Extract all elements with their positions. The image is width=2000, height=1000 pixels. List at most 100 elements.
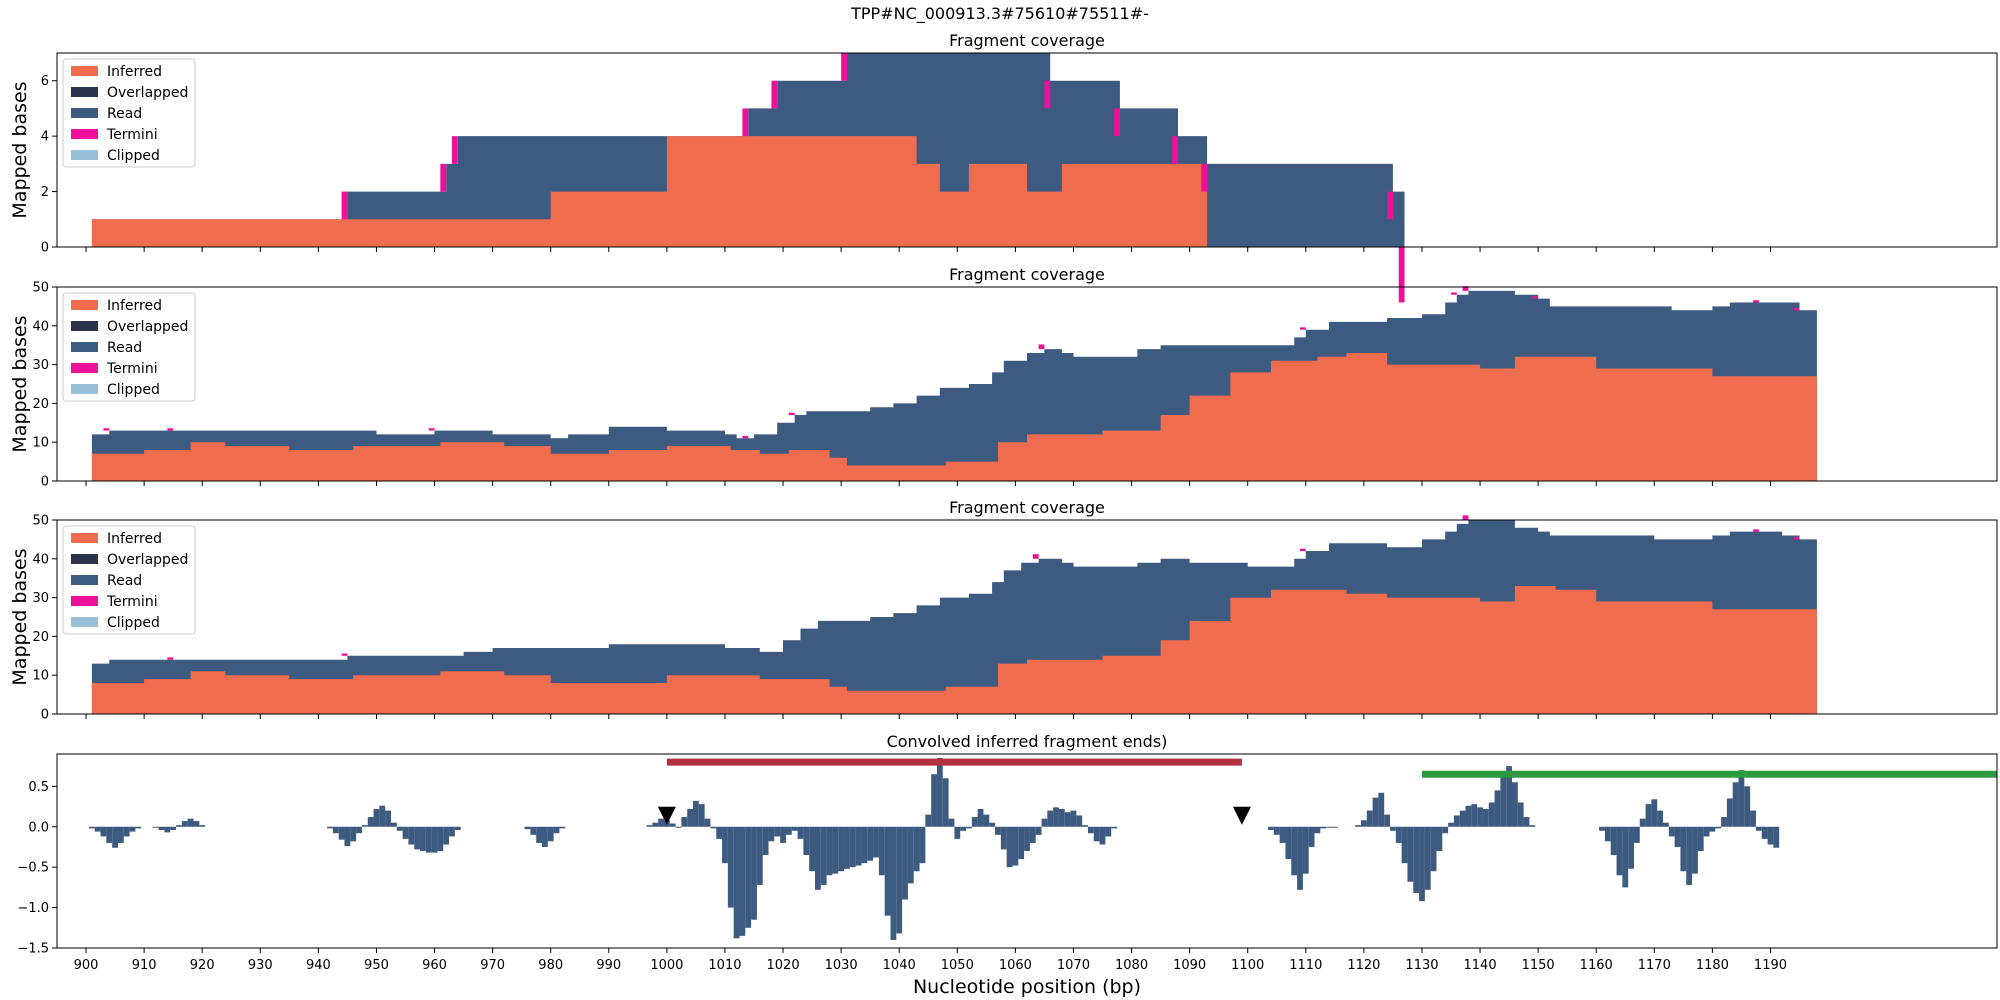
convolved-bar	[1320, 826, 1327, 829]
coverage-2-legend: Inferred Overlapped Read Termini Clipped	[62, 292, 196, 402]
y-tick-label: 0	[41, 241, 49, 256]
legend-label: Inferred	[107, 64, 162, 80]
convolved-bar	[152, 826, 159, 828]
termini-mark	[103, 428, 110, 431]
convolved-bar	[158, 826, 165, 830]
x-tick-label: 1070	[1057, 958, 1090, 973]
convolved-bar	[780, 826, 786, 843]
convolved-bar	[1692, 826, 1698, 874]
convolved-bar	[1721, 817, 1727, 827]
termini-mark	[341, 191, 348, 220]
convolved-bar	[948, 818, 955, 827]
convolved-bar	[1268, 826, 1274, 830]
convolved-bar	[977, 808, 984, 827]
x-tick-label: 900	[74, 958, 99, 973]
convolved-bar	[1326, 826, 1332, 828]
convolved-bar	[443, 826, 450, 845]
y-tick-label: 40	[32, 552, 49, 567]
y-tick-label: 10	[32, 436, 49, 451]
convolved-bar	[373, 808, 380, 827]
x-tick-label: 1120	[1347, 958, 1380, 973]
convolved-bar	[966, 826, 972, 829]
convolved-bar	[1604, 826, 1611, 842]
x-tick-label: 920	[190, 958, 215, 973]
convolved-bar	[762, 826, 769, 856]
termini-mark	[771, 80, 778, 109]
convolved-bar	[693, 800, 699, 827]
convolved-bar	[112, 826, 118, 848]
termini-mark	[742, 435, 749, 439]
convolved-bar	[791, 826, 798, 831]
convolved-bar	[844, 826, 850, 869]
convolved-bar	[1663, 822, 1669, 827]
convolved-bar	[170, 826, 177, 830]
coverage-1-frame	[56, 52, 1998, 248]
legend-swatch	[71, 575, 98, 585]
convolved-bar	[931, 774, 937, 827]
panel-coverage-1: 0 2 4 6 Fragment coverage Mapped bases Infe…	[9, 31, 1998, 303]
legend-swatch	[71, 342, 98, 352]
convolved-bar	[681, 817, 688, 827]
coverage-1-y-axis: 0 2 4 6	[41, 74, 57, 256]
inferred-coverage-area	[91, 586, 1817, 714]
convolved-bar	[1018, 826, 1025, 860]
convolved-bar	[1517, 802, 1524, 827]
convolved-bar	[803, 826, 810, 856]
convolved-bar	[437, 826, 444, 851]
convolved-bar	[989, 822, 996, 827]
convolved-bar	[727, 826, 734, 908]
convolved-bar	[414, 826, 421, 850]
x-tick-label: 930	[248, 958, 273, 973]
termini-mark	[1398, 247, 1405, 303]
legend-swatch	[71, 321, 98, 331]
legend-label: Overlapped	[107, 552, 188, 568]
convolved-bar	[710, 826, 717, 829]
convolved-bar	[1024, 826, 1030, 851]
inferred-coverage-area	[91, 136, 1405, 247]
convolved-bar	[1500, 776, 1507, 827]
convolved-bar	[687, 808, 694, 827]
convolved-bar	[1459, 810, 1466, 827]
convolved-bar	[547, 826, 554, 842]
coverage-2-plot-area	[91, 286, 1817, 481]
convolved-bar	[652, 822, 659, 827]
legend-label: Read	[107, 106, 142, 122]
x-tick-label: 950	[364, 958, 389, 973]
convolved-bar	[751, 826, 757, 920]
legend-label: Clipped	[107, 148, 160, 164]
convolved-bar	[1633, 826, 1640, 843]
convolved-bar	[1448, 822, 1454, 827]
convolved-bar	[849, 826, 856, 868]
panel-coverage-2: 0 10 20 30 40 50 Fragment coverage Mapped bas…	[9, 265, 1998, 490]
convolved-bar	[768, 826, 775, 842]
coverage-2-x-axis	[85, 481, 1771, 486]
convolved-bar	[1610, 826, 1617, 856]
convolved-bar	[913, 826, 920, 872]
inferred-coverage-area	[91, 353, 1817, 481]
convolved-bar	[135, 826, 142, 829]
convolved-bar	[524, 826, 531, 830]
convolved-bar	[722, 826, 728, 864]
x-tick-label: 1160	[1580, 958, 1613, 973]
convolved-bar	[1314, 826, 1321, 834]
convolved-bar	[344, 826, 351, 847]
convolved-bar	[774, 826, 781, 837]
convolved-bar	[1419, 826, 1425, 902]
legend-swatch	[71, 108, 98, 118]
termini-mark	[841, 53, 847, 81]
termini-mark	[1462, 515, 1469, 520]
convolved-bar	[1105, 826, 1112, 837]
convolved-bar	[884, 826, 891, 916]
coverage-1-title: Fragment coverage	[949, 31, 1105, 50]
fragment-end-marker	[1232, 806, 1251, 825]
termini-mark	[1753, 300, 1759, 303]
convolved-bar	[1366, 810, 1373, 827]
convolved-bar	[1378, 792, 1385, 827]
convolved-bar	[536, 826, 542, 843]
convolved-bar	[1291, 826, 1298, 876]
x-tick-label: 1010	[708, 958, 741, 973]
convolved-bar	[1726, 798, 1733, 827]
convolved-bar	[675, 826, 682, 828]
convolved-bar	[1273, 826, 1280, 835]
